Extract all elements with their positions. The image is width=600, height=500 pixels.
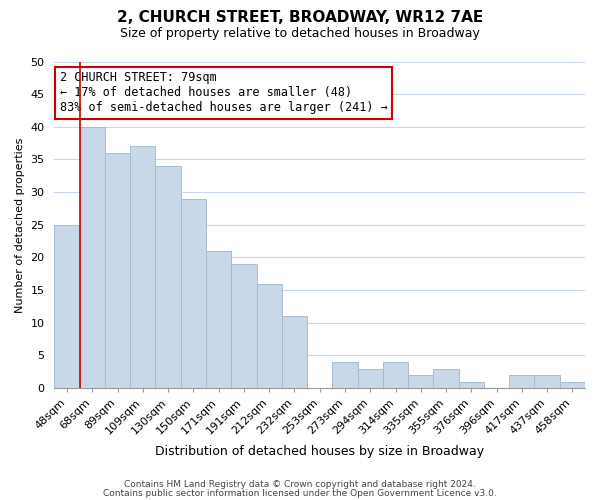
Bar (231, 264, 257, 388)
X-axis label: Distribution of detached houses by size in Broadway: Distribution of detached houses by size … (155, 444, 484, 458)
Bar (332, 362, 358, 388)
Bar (206, 251, 231, 388)
Bar (181, 198, 206, 388)
Y-axis label: Number of detached properties: Number of detached properties (15, 137, 25, 312)
Bar (282, 316, 307, 388)
Bar (433, 368, 458, 388)
Text: Size of property relative to detached houses in Broadway: Size of property relative to detached ho… (120, 28, 480, 40)
Bar (560, 382, 585, 388)
Bar (80, 127, 105, 388)
Bar (509, 375, 535, 388)
Bar (55, 225, 80, 388)
Bar (105, 153, 130, 388)
Bar (458, 382, 484, 388)
Text: Contains public sector information licensed under the Open Government Licence v3: Contains public sector information licen… (103, 488, 497, 498)
Bar (130, 146, 155, 388)
Bar (358, 368, 383, 388)
Text: Contains HM Land Registry data © Crown copyright and database right 2024.: Contains HM Land Registry data © Crown c… (124, 480, 476, 489)
Bar (535, 375, 560, 388)
Text: 2, CHURCH STREET, BROADWAY, WR12 7AE: 2, CHURCH STREET, BROADWAY, WR12 7AE (117, 10, 483, 25)
Bar (383, 362, 408, 388)
Bar (257, 284, 282, 388)
Bar (408, 375, 433, 388)
Bar (155, 166, 181, 388)
Text: 2 CHURCH STREET: 79sqm
← 17% of detached houses are smaller (48)
83% of semi-det: 2 CHURCH STREET: 79sqm ← 17% of detached… (60, 72, 388, 114)
